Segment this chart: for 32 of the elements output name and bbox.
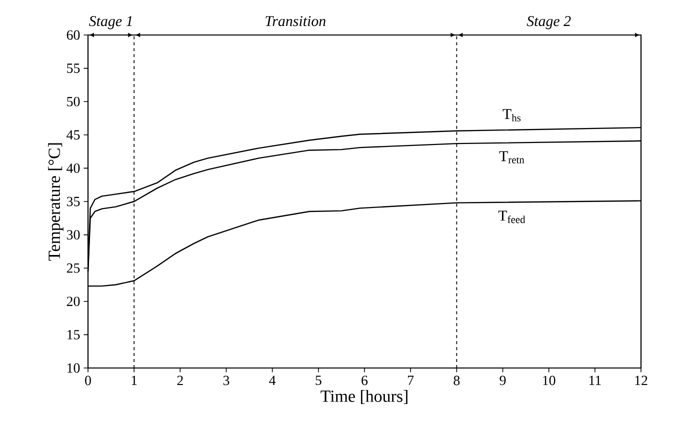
series-label: T$_{retn}$ <box>499 151 524 164</box>
series-label: T$_{hs}$ <box>502 109 521 122</box>
x-tick-label: 7 <box>408 376 414 385</box>
x-tick-label: 1 <box>132 376 137 385</box>
x-tick-label: 8 <box>454 376 460 386</box>
x-tick-label: 3 <box>223 376 230 386</box>
y-tick-label: 15 <box>68 330 80 340</box>
y-axis-title: Temperature [°C] <box>48 143 64 261</box>
x-tick-label: 12 <box>635 376 648 386</box>
x-tick-label: 9 <box>500 376 506 386</box>
x-axis-title: Time [hours] <box>320 390 408 404</box>
x-tick-label: 10 <box>543 376 556 386</box>
y-tick-label: 30 <box>66 230 80 240</box>
x-tick-label: 11 <box>589 376 601 385</box>
y-tick-label: 40 <box>66 163 80 173</box>
x-tick-label: 6 <box>362 376 368 386</box>
y-tick-label: 25 <box>66 263 80 273</box>
y-tick-label: 10 <box>68 363 80 373</box>
text: Stage 2 <box>526 16 571 30</box>
y-tick-label: 50 <box>67 96 80 106</box>
x-tick-label: 4 <box>269 376 276 385</box>
x-tick-label: 2 <box>177 376 183 386</box>
series-label: T$_{feed}$ <box>498 210 526 224</box>
y-tick-label: 45 <box>66 130 80 140</box>
y-tick-label: 35 <box>66 196 80 206</box>
y-tick-label: 20 <box>66 296 80 306</box>
y-tick-label: 55 <box>67 64 80 73</box>
text: Transition <box>266 16 326 26</box>
x-tick-label: 5 <box>316 376 322 386</box>
x-tick-label: 0 <box>85 376 91 386</box>
text: Stage 1 <box>89 16 132 30</box>
y-tick-label: 60 <box>66 30 80 40</box>
